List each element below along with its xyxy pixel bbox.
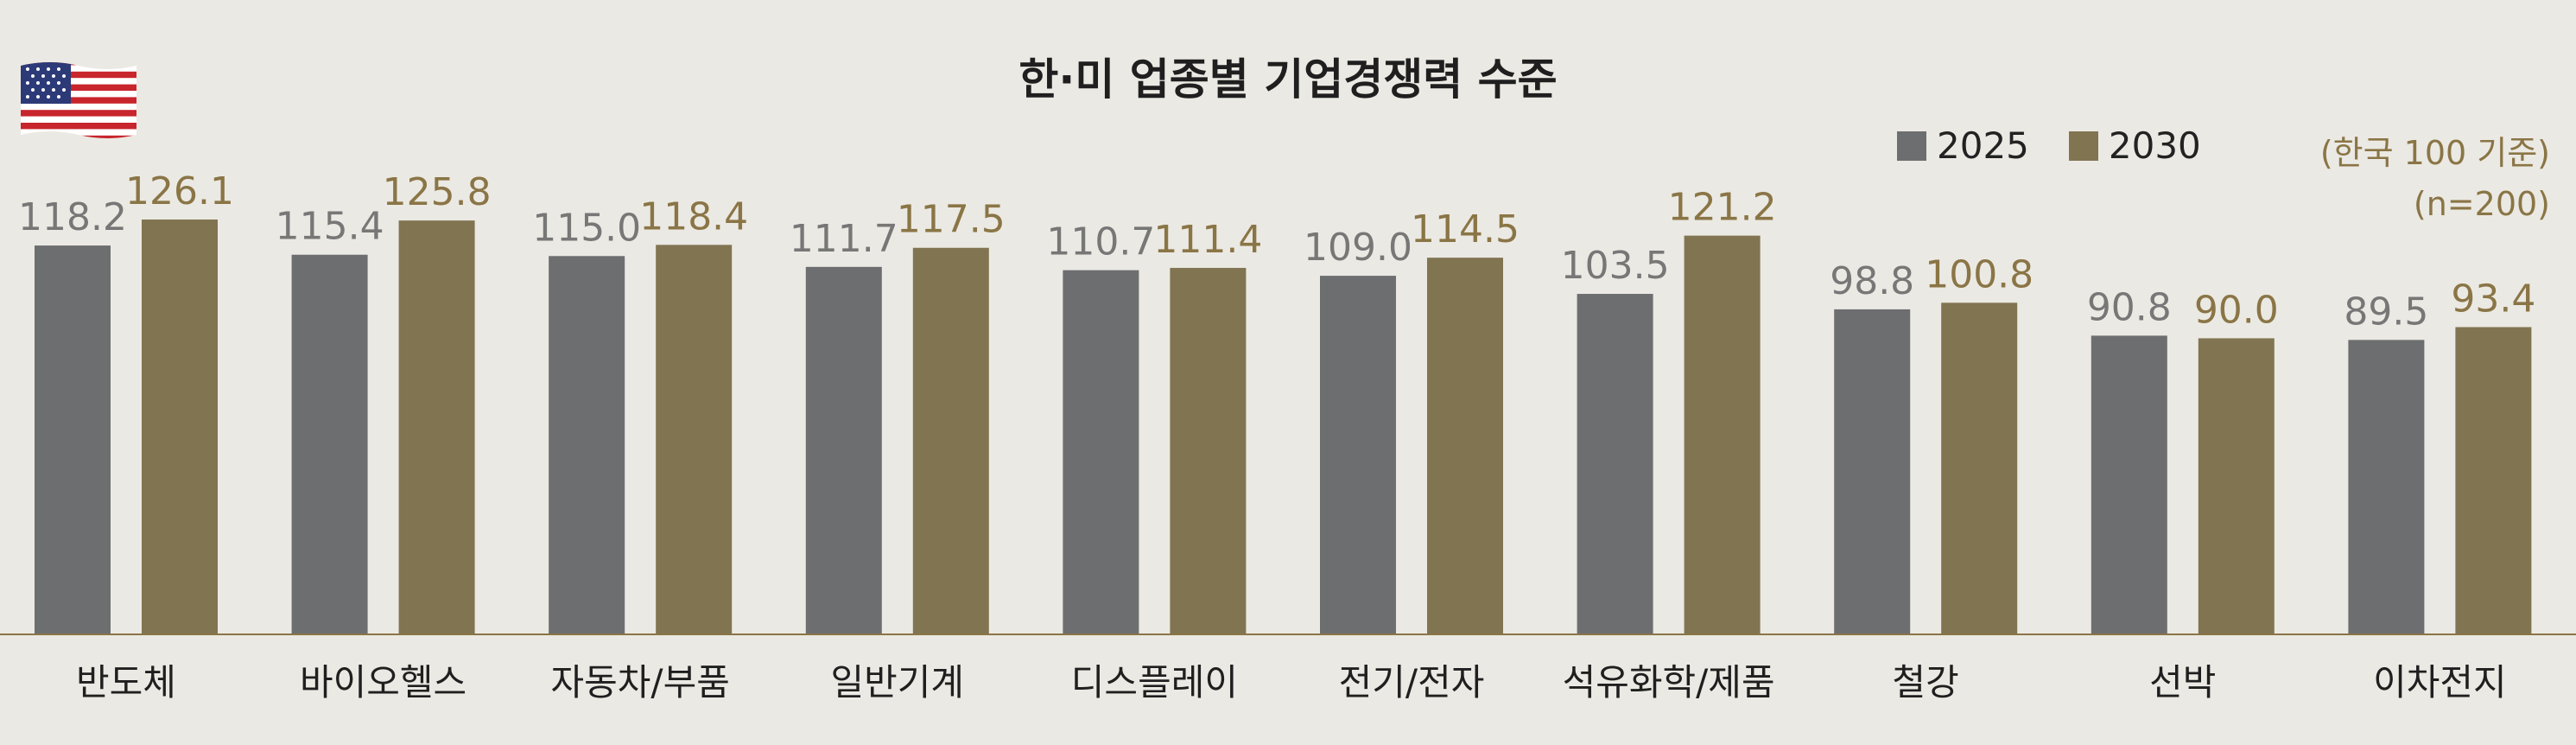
value-label-2030-4: 111.4 [1153,218,1262,262]
legend-label-2030: 2030 [2108,124,2201,167]
bar-2030-3 [912,247,989,634]
sample-size-note: (n=200) [2413,185,2550,223]
baseline-note: (한국 100 기준) [2319,134,2550,172]
bar-2025-8 [2091,335,2167,634]
value-label-2025-5: 109.0 [1304,226,1412,270]
bar-2025-7 [1834,309,1911,634]
category-label-3: 일반기계 [831,661,965,704]
legend-swatch-2030 [2068,131,2098,161]
value-label-2025-1: 115.4 [276,205,384,249]
value-label-2030-7: 100.8 [1925,252,2034,296]
bar-2025-2 [549,256,625,634]
value-label-2025-3: 111.7 [790,217,898,261]
bar-2025-1 [291,254,368,634]
value-label-2030-3: 117.5 [897,198,1006,242]
bar-2025-0 [35,245,111,634]
bar-2030-5 [1427,258,1503,634]
value-label-2025-9: 89.5 [2344,290,2428,334]
chart-title: 한·미 업종별 기업경쟁력 수준 [1018,54,1558,105]
category-label-1: 바이오헬스 [300,661,466,704]
value-label-2025-2: 115.0 [532,206,641,250]
value-label-2030-9: 93.4 [2451,277,2535,321]
bar-2025-4 [1063,270,1139,634]
category-label-6: 석유화학/제품 [1563,661,1775,704]
bar-2030-1 [398,220,475,634]
value-label-2030-5: 114.5 [1411,207,1520,252]
value-label-2030-1: 125.8 [383,170,492,214]
value-label-2025-4: 110.7 [1046,220,1155,264]
category-label-8: 선박 [2149,661,2216,704]
category-label-7: 철강 [1893,661,1959,704]
value-label-2025-8: 90.8 [2087,285,2172,329]
category-label-0: 반도체 [76,661,176,704]
bar-2030-8 [2198,338,2275,634]
bar-2025-5 [1320,276,1396,634]
bar-2025-3 [805,266,882,634]
value-label-2030-2: 118.4 [639,194,748,239]
legend-label-2025: 2025 [1937,124,2029,167]
value-label-2025-7: 98.8 [1830,259,1914,303]
us-flag-icon [21,62,136,138]
value-label-2030-8: 90.0 [2194,288,2279,332]
bar-2030-0 [142,220,218,634]
bar-2030-4 [1170,267,1247,634]
value-label-2030-6: 121.2 [1668,186,1777,230]
bar-2025-6 [1577,294,1653,634]
bar-2030-6 [1684,235,1761,634]
category-label-9: 이차전지 [2373,661,2507,704]
bar-2025-9 [2348,340,2425,634]
value-label-2030-0: 126.1 [125,169,234,213]
legend: 2025 2030 [1897,124,2201,167]
bar-2030-9 [2455,327,2532,634]
legend-swatch-2025 [1897,131,1926,161]
category-label-5: 전기/전자 [1339,661,1485,704]
bar-2030-7 [1941,302,2018,634]
value-label-2025-6: 103.5 [1561,244,1670,288]
category-label-4: 디스플레이 [1071,661,1238,704]
category-label-2: 자동차/부품 [551,661,730,704]
bar-2030-2 [656,245,733,634]
value-label-2025-0: 118.2 [18,195,127,239]
